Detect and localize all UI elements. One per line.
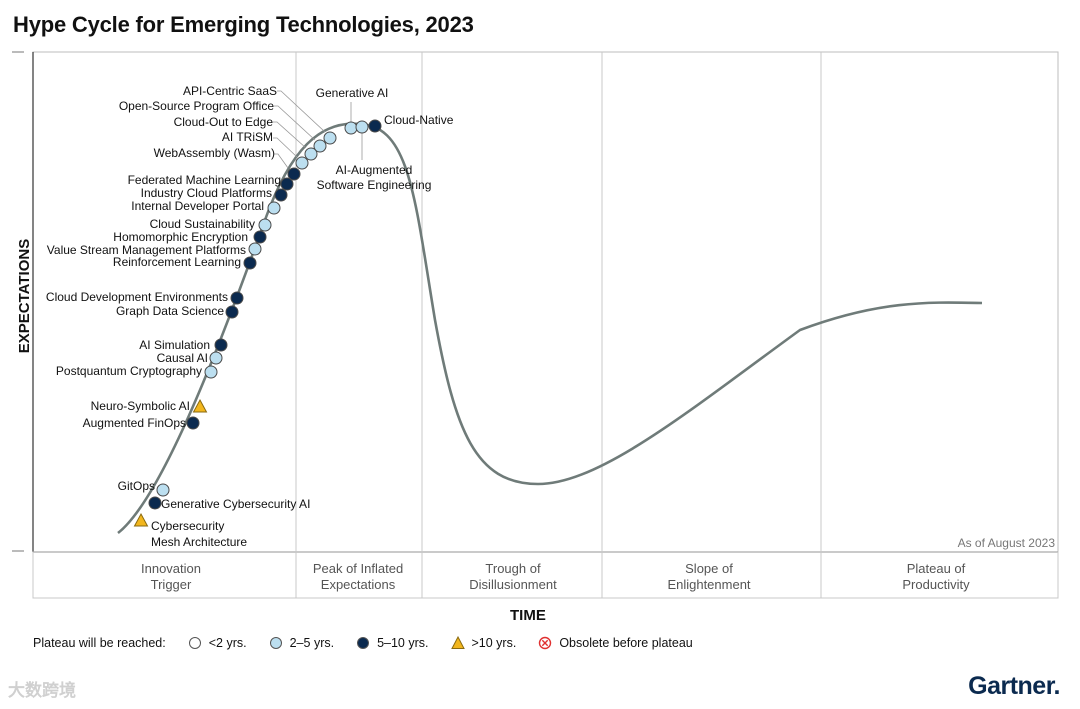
tech-label: Cloud Sustainability	[150, 217, 255, 231]
tech-label: AI TRiSM	[222, 130, 273, 144]
phase-label: Trigger	[151, 577, 192, 592]
tech-label: Neuro-Symbolic AI	[91, 399, 190, 413]
tech-marker	[274, 188, 288, 202]
tech-marker	[344, 121, 358, 135]
tech-label: Open-Source Program Office	[119, 99, 275, 113]
phase-label: Trough of	[485, 561, 541, 576]
phase-label: Slope of	[685, 561, 733, 576]
phase-label: Plateau of	[907, 561, 966, 576]
tech-marker	[186, 416, 200, 430]
tech-marker	[304, 147, 318, 161]
tech-label: Causal AI	[157, 351, 208, 365]
tech-label: Cloud-Native	[384, 113, 454, 127]
phase-label: Expectations	[321, 577, 396, 592]
leader-line	[277, 90, 326, 133]
phase-band	[32, 551, 1059, 599]
phase-label: Disillusionment	[469, 577, 557, 592]
phase-label: Productivity	[902, 577, 970, 592]
tech-label: Generative AI	[316, 86, 389, 100]
y-axis-title: EXPECTATIONS	[16, 239, 33, 353]
legend-item-2to5: 2–5 yrs.	[269, 636, 334, 650]
tech-marker	[133, 512, 149, 527]
tech-marker	[355, 120, 369, 134]
leader-line	[273, 137, 298, 158]
brand-logo: Gartner.	[968, 672, 1060, 700]
tech-label: Homomorphic Encryption	[113, 230, 248, 244]
tech-marker	[313, 139, 327, 153]
legend-label: <2 yrs.	[208, 636, 247, 650]
tech-label: Postquantum Cryptography	[56, 364, 202, 378]
dark-blue-circle-icon	[356, 636, 370, 650]
legend-item-obsolete: Obsolete before plateau	[538, 636, 693, 650]
tech-marker	[248, 242, 262, 256]
tech-label: AI-Augmented	[336, 163, 413, 177]
tech-label: Reinforcement Learning	[113, 255, 241, 269]
tech-label: AI Simulation	[139, 338, 210, 352]
tech-label: Cybersecurity	[151, 519, 224, 533]
watermark: 大数跨境	[8, 681, 76, 701]
tech-marker	[156, 483, 170, 497]
legend: Plateau will be reached: <2 yrs. 2–5 yrs…	[33, 636, 693, 650]
tech-marker	[295, 156, 309, 170]
legend-label: 2–5 yrs.	[289, 636, 335, 650]
tech-label: Industry Cloud Platforms	[141, 186, 272, 200]
legend-label: >10 yrs.	[471, 636, 517, 650]
yellow-triangle-icon	[450, 636, 465, 650]
tech-marker	[287, 167, 301, 181]
tech-marker	[280, 177, 294, 191]
legend-label: 5–10 yrs.	[377, 636, 429, 650]
chart-title: Hype Cycle for Emerging Technologies, 20…	[13, 12, 474, 37]
tech-label: Graph Data Science	[116, 304, 224, 318]
legend-item-gt10: >10 yrs.	[450, 636, 517, 650]
leader-line	[273, 121, 307, 149]
tech-marker	[230, 291, 244, 305]
tech-label: Cloud-Out to Edge	[174, 115, 274, 129]
tech-label: Value Stream Management Platforms	[47, 243, 246, 257]
as-of-date: As of August 2023	[958, 536, 1056, 550]
tech-label: GitOps	[118, 479, 155, 493]
legend-label: Obsolete before plateau	[559, 636, 693, 650]
obsolete-x-icon	[538, 636, 552, 650]
tech-label: API-Centric SaaS	[183, 84, 277, 98]
phase-label: Peak of Inflated	[313, 561, 403, 576]
legend-item-5to10: 5–10 yrs.	[356, 636, 429, 650]
tech-label: Augmented FinOps	[83, 416, 186, 430]
tech-marker	[253, 230, 267, 244]
phase-label: Innovation	[141, 561, 201, 576]
light-blue-circle-icon	[269, 636, 283, 650]
tech-label: Federated Machine Learning	[128, 173, 281, 187]
tech-label: Generative Cybersecurity AI	[161, 497, 310, 511]
tech-label: Internal Developer Portal	[131, 199, 264, 213]
tech-marker	[214, 338, 228, 352]
tech-marker	[258, 218, 272, 232]
tech-label: Mesh Architecture	[151, 535, 247, 549]
tech-label: Cloud Development Environments	[46, 290, 228, 304]
leader-line	[274, 153, 289, 169]
legend-item-lt2: <2 yrs.	[188, 636, 247, 650]
tech-marker	[267, 201, 281, 215]
legend-title: Plateau will be reached:	[33, 636, 166, 650]
tech-marker	[204, 365, 218, 379]
tech-marker	[225, 305, 239, 319]
leader-line	[274, 105, 316, 141]
tech-marker	[243, 256, 257, 270]
tech-marker	[209, 351, 223, 365]
tech-marker	[323, 131, 337, 145]
tech-marker	[192, 398, 208, 413]
tech-marker	[148, 496, 162, 510]
x-axis-title: TIME	[510, 607, 546, 624]
phase-label: Enlightenment	[667, 577, 750, 592]
white-circle-icon	[188, 636, 202, 650]
tech-label: Software Engineering	[317, 178, 432, 192]
tech-label: WebAssembly (Wasm)	[154, 146, 275, 160]
tech-marker	[368, 119, 382, 133]
